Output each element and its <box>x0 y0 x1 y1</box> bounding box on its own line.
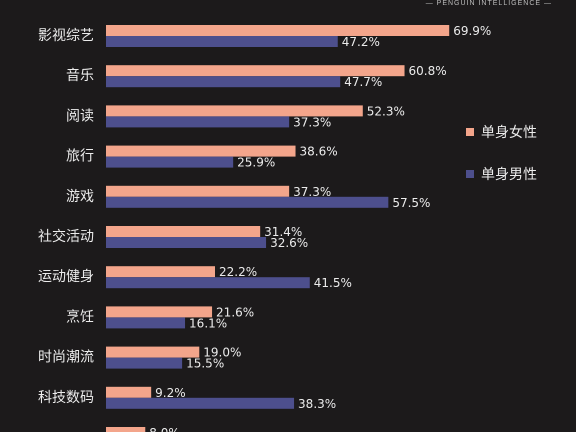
value-label: 38.3% <box>298 397 336 411</box>
bar-male <box>106 196 389 208</box>
value-label: 47.7% <box>344 75 382 89</box>
bar-male <box>106 317 186 329</box>
bar-male <box>106 36 338 47</box>
category-label: 烹饪 <box>66 308 94 325</box>
value-label: 15.5% <box>186 357 224 371</box>
value-label: 57.5% <box>392 196 430 210</box>
value-label: 41.5% <box>314 276 352 290</box>
value-label: 22.2% <box>219 265 257 279</box>
value-label: 8.0% <box>149 426 180 432</box>
value-label: 37.3% <box>293 115 331 129</box>
bar-male <box>106 357 183 369</box>
bar-female <box>106 427 146 432</box>
bar-male <box>106 277 310 289</box>
value-labels: 69.9% 47.2% 60.8% 47.7% 52.3% 37.3% 38.6% 25.9%… <box>149 24 491 432</box>
bar-male <box>106 76 341 88</box>
value-label: 32.6% <box>270 236 308 250</box>
bar-male <box>106 116 290 128</box>
value-label: 38.6% <box>300 145 338 159</box>
bar-female <box>106 65 405 77</box>
category-label: 阅读 <box>66 107 94 124</box>
category-label: 运动健身 <box>38 269 94 285</box>
legend-label: 单身男性 <box>481 167 537 183</box>
bar-female <box>106 266 216 278</box>
bar-female <box>106 185 290 197</box>
bar-male <box>106 397 295 409</box>
legend-swatch <box>466 170 474 178</box>
bar-female <box>106 145 296 157</box>
bar-female <box>106 25 450 36</box>
bars <box>106 25 450 432</box>
brand-caption: — PENGUIN INTELLIGENCE — <box>425 0 552 7</box>
value-label: 69.9% <box>453 24 491 38</box>
value-label: 52.3% <box>367 104 405 118</box>
value-label: 21.6% <box>216 305 254 319</box>
value-label: 9.2% <box>155 386 186 400</box>
legend-swatch <box>466 128 474 136</box>
category-label: 音乐 <box>66 67 94 84</box>
value-label: 31.4% <box>264 225 302 239</box>
bar-female <box>106 386 152 398</box>
category-label: 社交活动 <box>38 228 94 245</box>
bar-female <box>106 226 261 237</box>
value-label: 25.9% <box>237 156 275 170</box>
bar-male <box>106 156 234 168</box>
category-label: 旅行 <box>66 149 94 165</box>
category-label: 影视综艺 <box>38 28 94 44</box>
value-label: 47.2% <box>342 35 380 49</box>
value-label: 37.3% <box>293 185 331 199</box>
value-label: 19.0% <box>203 346 241 360</box>
value-label: 16.1% <box>189 316 227 330</box>
category-label: 时尚潮流 <box>38 350 94 366</box>
category-label: 游戏 <box>66 189 94 205</box>
value-label: 60.8% <box>409 64 447 78</box>
bar-female <box>106 105 363 117</box>
category-label: 科技数码 <box>38 390 94 406</box>
bar-female <box>106 346 200 358</box>
bar-male <box>106 237 267 248</box>
legend-label: 单身女性 <box>481 124 537 141</box>
bar-female <box>106 306 213 318</box>
